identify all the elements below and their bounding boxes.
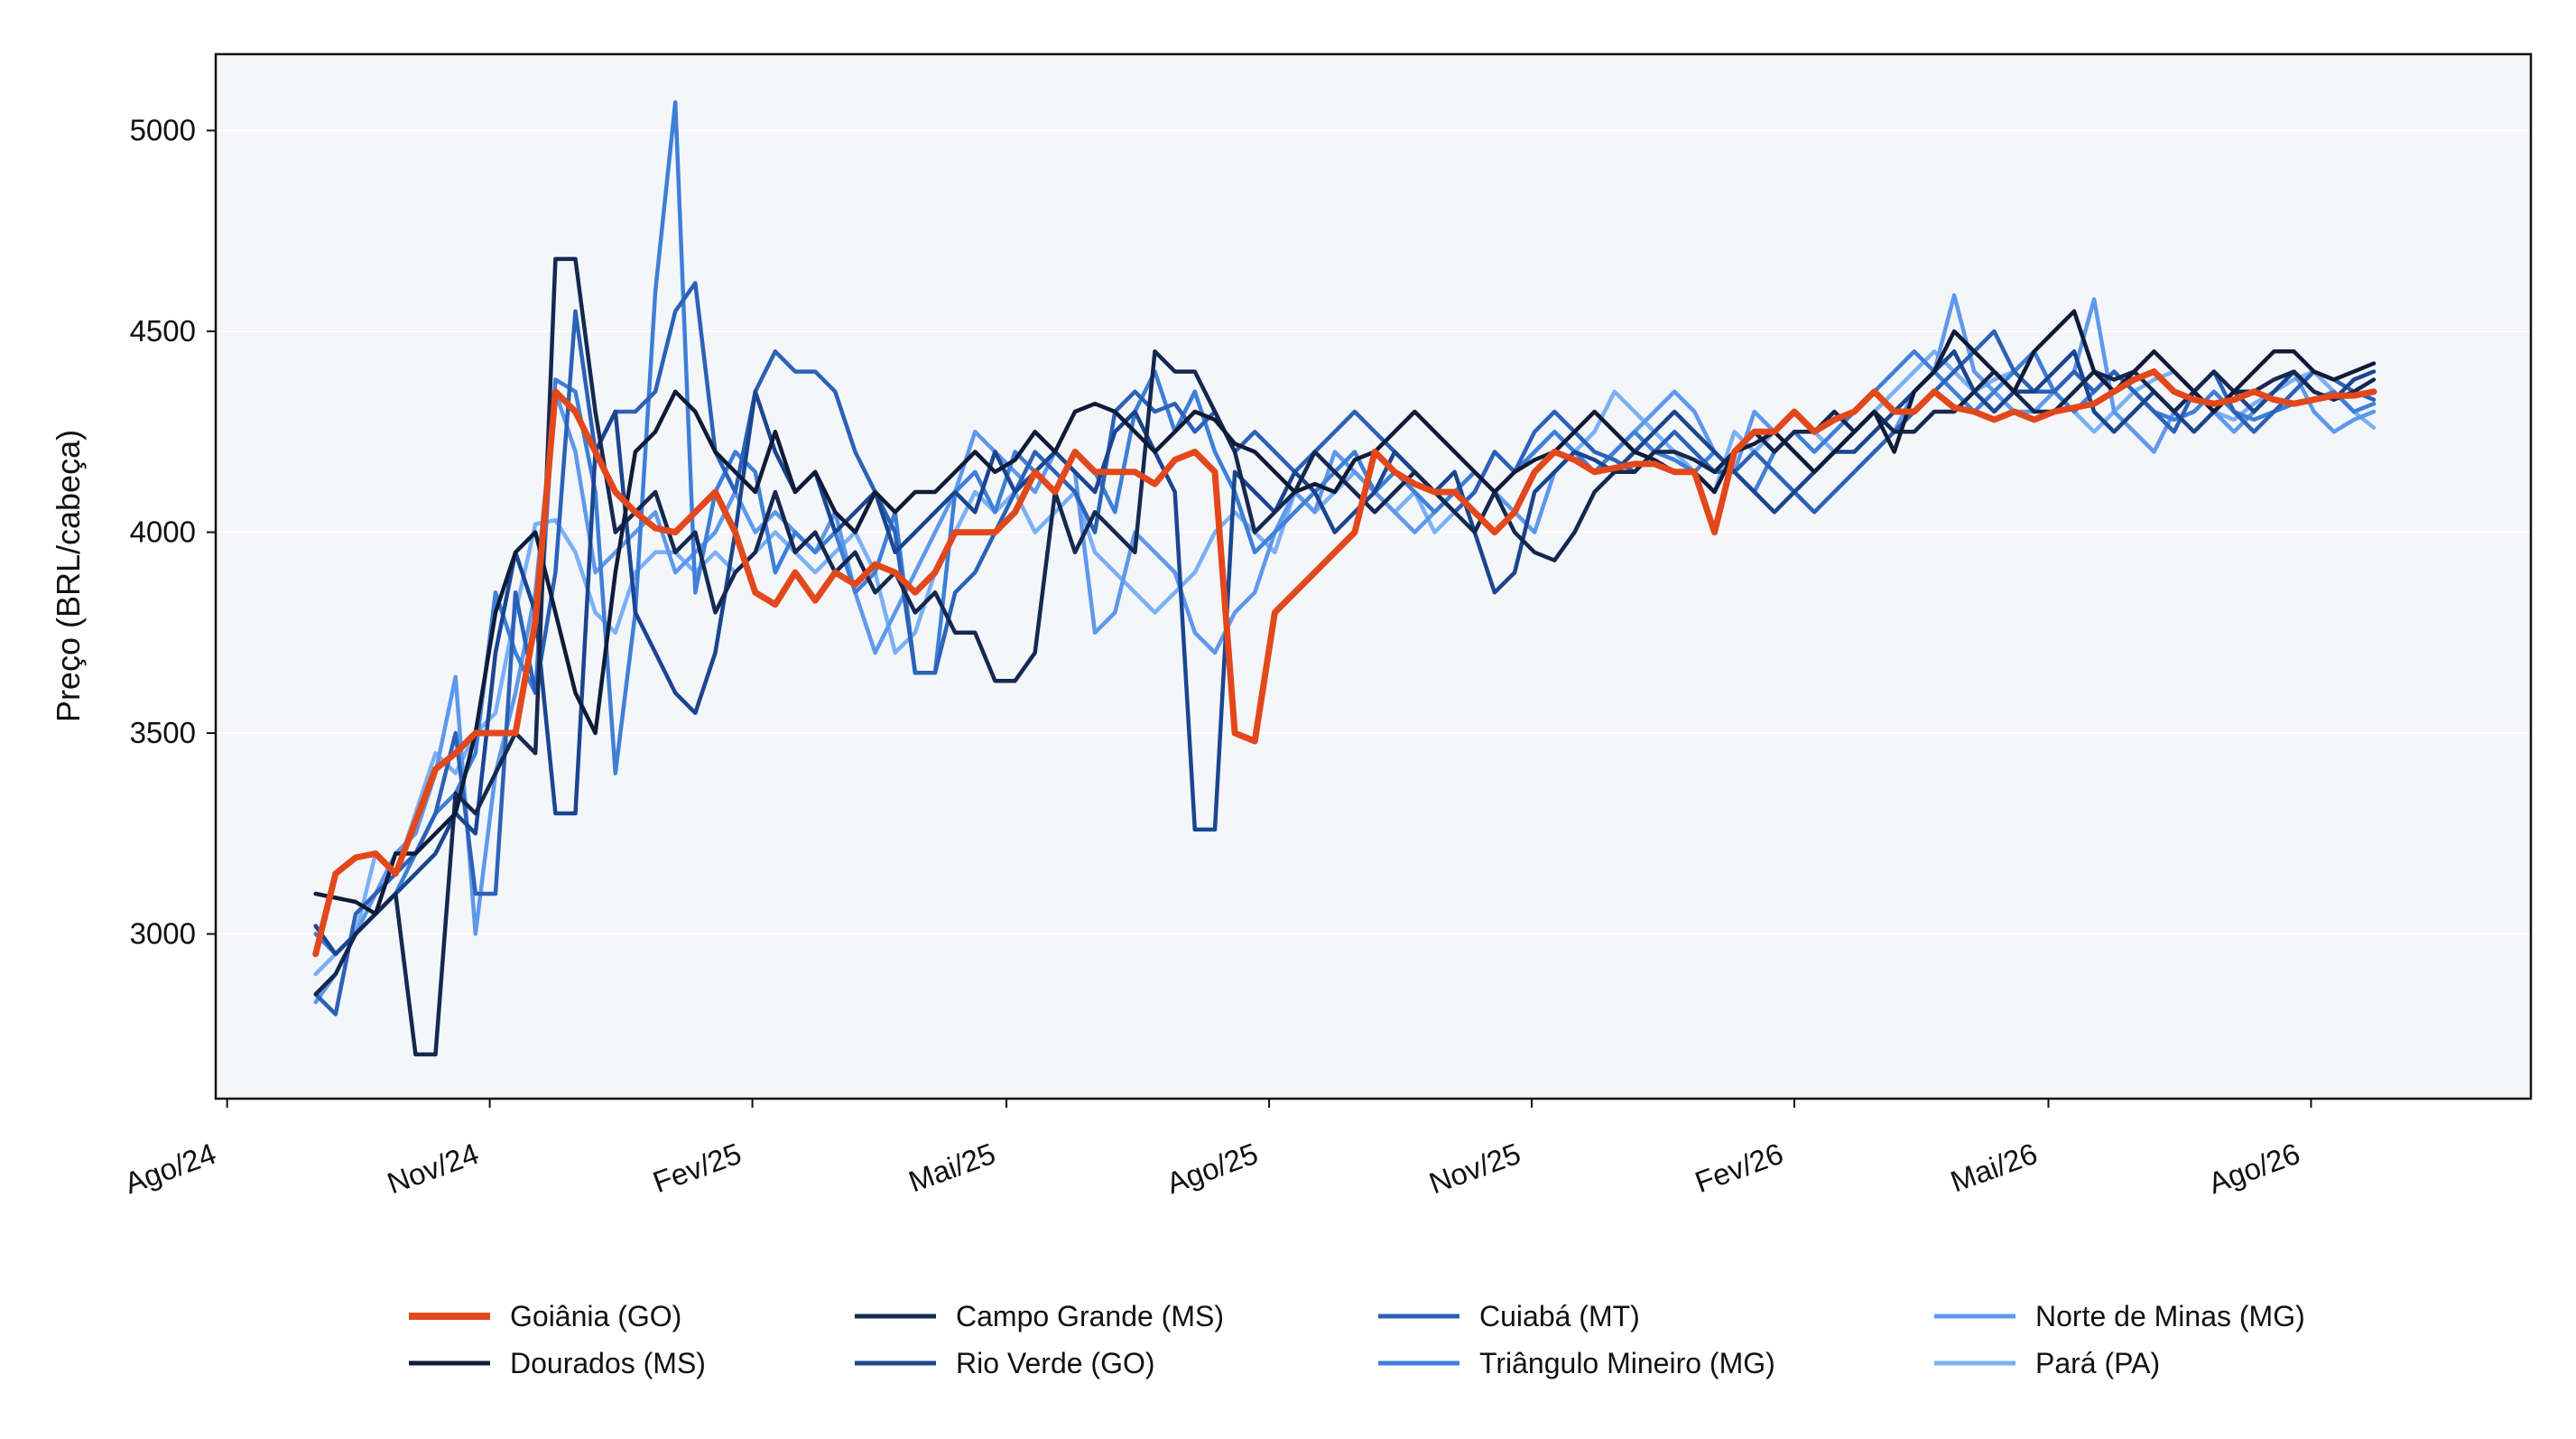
- series-line-0: [312, 368, 2377, 958]
- gridlines: [216, 129, 2531, 935]
- series-lines: [312, 100, 2377, 1057]
- y-axis: 3000 3500 4000 4500 5000: [130, 114, 216, 951]
- legend-label: Dourados (MS): [510, 1347, 706, 1379]
- series-line-1: [313, 309, 2377, 916]
- legend-label: Cuiabá (MT): [1479, 1300, 1640, 1332]
- y-tick-label: 4500: [130, 314, 196, 348]
- plot-area: [216, 54, 2531, 1099]
- series-line-3: [313, 349, 2377, 957]
- y-tick-label: 4000: [130, 515, 196, 549]
- series-line-2: [313, 256, 2377, 1057]
- legend-label: Campo Grande (MS): [956, 1300, 1224, 1332]
- legend-label: Triângulo Mineiro (MG): [1479, 1347, 1775, 1379]
- plot-frame: [214, 52, 2533, 1100]
- y-tick-label: 3000: [130, 917, 196, 951]
- y-axis-title: Preço (BRL/cabeça): [50, 430, 87, 722]
- series-line-4: [313, 281, 2377, 1017]
- y-tick-label: 5000: [130, 114, 196, 147]
- legend-label: Norte de Minas (MG): [2035, 1300, 2305, 1332]
- y-tick-label: 3500: [130, 716, 196, 749]
- legend-label: Rio Verde (GO): [956, 1347, 1155, 1379]
- legend-label: Pará (PA): [2035, 1347, 2160, 1379]
- legend: Goiânia (GO) Dourados (MS) Campo Grande (M…: [409, 1300, 2305, 1379]
- legend-label: Goiânia (GO): [510, 1300, 681, 1332]
